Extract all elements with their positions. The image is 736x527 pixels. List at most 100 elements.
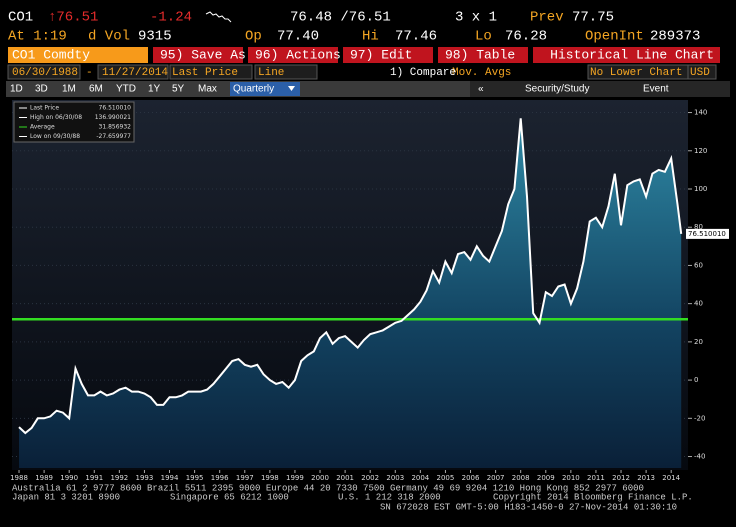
event[interactable]: Event	[643, 84, 669, 95]
footer-us: U.S. 1 212 318 2000	[338, 492, 441, 502]
vol-label: d Vol	[88, 29, 130, 45]
period-box[interactable]	[230, 82, 300, 96]
dropdown-arrow[interactable]	[288, 86, 295, 91]
x-tick-label: 1997	[236, 474, 254, 482]
button[interactable]: 98) Table	[445, 47, 515, 62]
x-tick-label: 2001	[336, 474, 354, 482]
high: 77.46	[395, 29, 437, 45]
legend-value: 31.856932	[99, 124, 132, 131]
security-box[interactable]	[8, 47, 148, 63]
oi-label: OpenInt	[585, 29, 644, 45]
x-tick-label: 2010	[562, 474, 580, 482]
end-date[interactable]: 11/27/2014	[102, 67, 168, 79]
bid-ask: 76.48 /76.51	[290, 10, 391, 26]
prev: 77.75	[572, 10, 614, 26]
last-tag-label: 76.510010	[688, 230, 726, 238]
legend-label: Last Price	[30, 105, 59, 112]
field-box[interactable]	[169, 64, 253, 80]
y-tick-label: -20	[694, 414, 705, 422]
change: -1.24	[150, 10, 192, 26]
button-bg[interactable]	[248, 47, 338, 63]
legend-label: Average	[30, 124, 55, 131]
x-tick-label: 2005	[437, 474, 455, 482]
back[interactable]: «	[478, 84, 484, 95]
range-button[interactable]: 1D	[10, 84, 23, 95]
range-button[interactable]: 5Y	[172, 84, 185, 95]
last: ↑76.51	[48, 10, 98, 26]
legend-value: 136.990021	[95, 114, 131, 121]
range-button[interactable]: 3D	[35, 84, 48, 95]
x-tick-label: 1999	[286, 474, 304, 482]
field-box[interactable]	[97, 64, 169, 80]
security[interactable]: CO1 Comdty	[12, 47, 90, 62]
start-date[interactable]: 06/30/1988	[12, 67, 78, 79]
x-tick-label: 1992	[110, 474, 128, 482]
x-tick-label: 2013	[637, 474, 655, 482]
y-tick-label: 0	[694, 376, 698, 384]
field-box[interactable]	[254, 64, 318, 80]
legend-label: Low on 09/30/88	[30, 133, 80, 140]
button[interactable]: 96) Actions	[255, 47, 341, 62]
open-label: Op	[245, 29, 262, 45]
x-tick-label: 2000	[311, 474, 329, 482]
oi: 289373	[650, 29, 700, 45]
x-tick-label: 2003	[386, 474, 404, 482]
style[interactable]: Line	[258, 67, 284, 79]
low: 76.28	[505, 29, 547, 45]
range-button[interactable]: 6M	[89, 84, 103, 95]
range-button[interactable]: Max	[198, 84, 217, 95]
price-line	[18, 118, 683, 435]
legend-box	[13, 101, 135, 143]
x-tick-label: 1998	[261, 474, 279, 482]
last-tag	[686, 228, 729, 239]
mov-avgs[interactable]: Mov. Avgs	[452, 67, 511, 79]
legend-value: 76.510010	[99, 105, 132, 112]
button-bg[interactable]	[343, 47, 433, 63]
button[interactable]: 97) Edit	[350, 47, 412, 62]
field[interactable]: Last Price	[172, 67, 238, 79]
x-tick-label: 2009	[537, 474, 555, 482]
range-button[interactable]: YTD	[116, 84, 136, 95]
prev-label: Prev	[530, 10, 564, 26]
field-box[interactable]	[687, 64, 717, 80]
tools-bar	[470, 81, 730, 97]
dash: -	[86, 67, 93, 79]
y-tick-label: 20	[694, 338, 703, 346]
x-tick-label: 2007	[487, 474, 505, 482]
x-tick-label: 1991	[85, 474, 103, 482]
period[interactable]: Quarterly	[233, 84, 274, 95]
currency[interactable]: USD	[690, 67, 710, 79]
button-bg[interactable]	[438, 47, 528, 63]
study[interactable]: Security/Study	[525, 84, 589, 95]
x-tick-label: 2004	[411, 474, 429, 482]
button[interactable]: 95) Save As	[160, 47, 246, 62]
time: At 1:19	[8, 29, 67, 45]
sparkline	[205, 11, 232, 23]
compare[interactable]: 1) Compare	[390, 67, 456, 79]
x-tick-label: 2012	[612, 474, 630, 482]
button-bg[interactable]	[153, 47, 243, 63]
view-bg	[533, 47, 720, 63]
field-box[interactable]	[7, 64, 81, 80]
high-label: Hi	[362, 29, 379, 45]
view-title: Historical Line Chart	[550, 47, 714, 62]
low-label: Lo	[475, 29, 492, 45]
footer-singapore: Singapore 65 6212 1000	[170, 492, 289, 502]
range-button[interactable]: 1Y	[148, 84, 161, 95]
x-tick-label: 1994	[161, 474, 179, 482]
lower-chart[interactable]: No Lower Chart	[590, 67, 682, 79]
range-button[interactable]: 1M	[62, 84, 76, 95]
x-tick-label: 2011	[587, 474, 605, 482]
y-tick-label: 140	[694, 109, 707, 117]
x-tick-label: 2014	[662, 474, 680, 482]
legend-value: -27.659977	[96, 133, 131, 140]
y-tick-label: 120	[694, 147, 707, 155]
x-tick-label: 2008	[512, 474, 530, 482]
footer-session: SN 672028 EST GMT-5:00 H183-1450-0 27-No…	[380, 502, 677, 512]
x-tick-label: 1995	[186, 474, 204, 482]
x-tick-label: 1996	[211, 474, 229, 482]
x-tick-label: 1988	[10, 474, 28, 482]
area	[19, 118, 682, 469]
x-tick-label: 1993	[136, 474, 154, 482]
